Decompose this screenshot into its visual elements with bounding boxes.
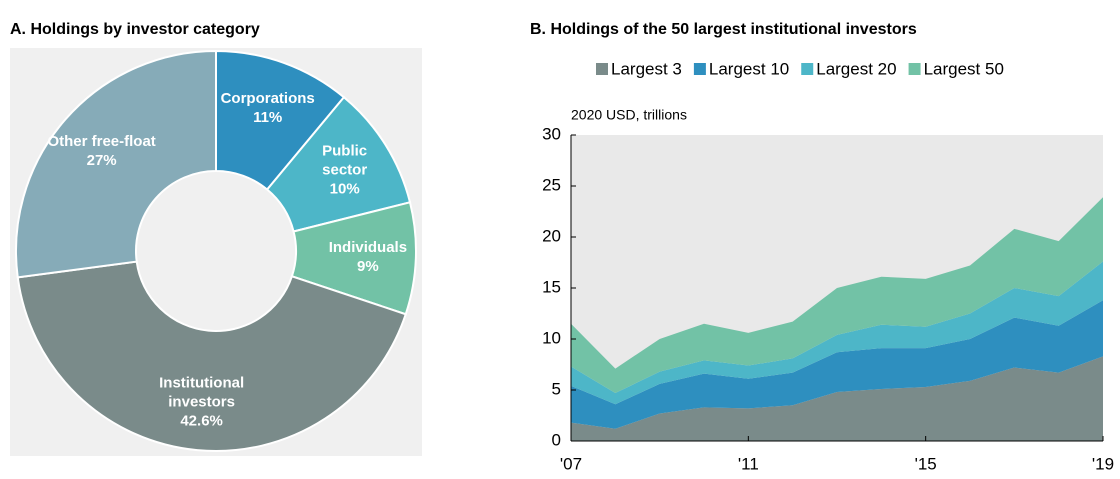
legend-label: Largest 20 <box>816 59 896 78</box>
slice-label: Other free-float 27% <box>32 132 172 170</box>
pie-slice <box>15 49 217 279</box>
area <box>571 356 1103 441</box>
legend-label: Largest 10 <box>709 59 789 78</box>
y-tick-label: 20 <box>542 226 561 245</box>
y-tick-label: 5 <box>552 379 561 398</box>
slice-label: Public sector 10% <box>305 142 385 199</box>
chart-title: A. Holdings by investor category <box>10 21 260 38</box>
category-label: Institutional investors <box>159 374 245 411</box>
area <box>571 197 1103 394</box>
value-label: 10% <box>329 180 360 198</box>
legend-swatch <box>908 63 921 75</box>
legend-label: Largest 3 <box>611 59 682 78</box>
legend-swatch <box>801 63 814 75</box>
y-tick-label: 0 <box>552 430 561 449</box>
legend-swatch <box>596 63 608 75</box>
value-label: 11% <box>253 109 283 127</box>
slice-label: Individuals 9% <box>313 238 423 276</box>
pie-slice <box>16 260 408 452</box>
legend-label: Largest 50 <box>924 59 1004 78</box>
y-tick-label: 10 <box>542 328 561 347</box>
x-tick-label: '07 <box>560 454 582 473</box>
area <box>571 300 1103 429</box>
category-label: Corporations <box>220 90 315 108</box>
slice-label: Corporations 11% <box>208 89 328 127</box>
y-tick-label: 15 <box>542 277 561 296</box>
category-label: Other free-float <box>47 132 156 150</box>
x-tick-label: '15 <box>915 454 937 473</box>
value-label: 42.6% <box>180 412 223 430</box>
x-tick-label: '19 <box>1092 454 1114 473</box>
area <box>571 261 1103 405</box>
category-label: Public sector <box>322 142 368 179</box>
legend-swatch <box>693 63 706 75</box>
value-label: 27% <box>86 151 117 169</box>
category-label: Individuals <box>328 238 408 256</box>
chart-title: B. Holdings of the 50 largest institutio… <box>530 21 917 38</box>
slice-label: Institutional investors 42.6% <box>147 374 257 431</box>
x-tick-label: '11 <box>738 454 759 473</box>
y-tick-label: 25 <box>542 175 561 194</box>
y-tick-label: 30 <box>542 124 561 143</box>
value-label: 9% <box>357 257 379 275</box>
axis-label: 2020 USD, trillions <box>571 107 687 123</box>
